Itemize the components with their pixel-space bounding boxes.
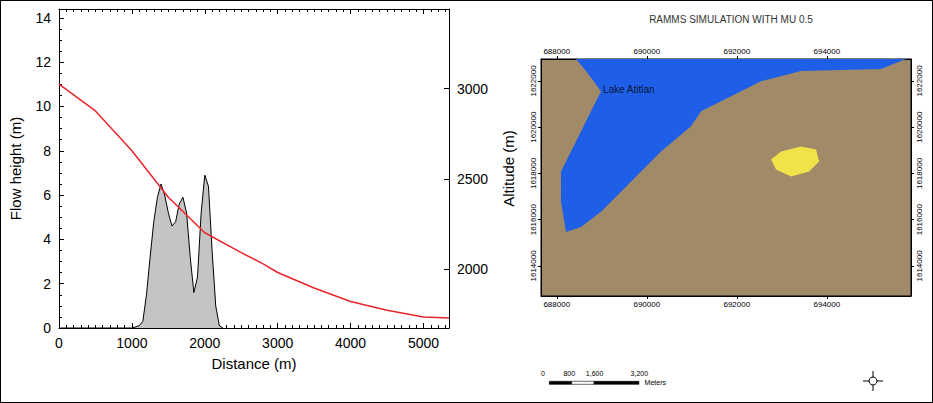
svg-text:Meters: Meters	[645, 379, 667, 386]
svg-text:1618000: 1618000	[529, 157, 538, 189]
svg-text:0: 0	[43, 320, 51, 336]
svg-text:2000: 2000	[189, 335, 220, 351]
svg-text:5000: 5000	[408, 335, 439, 351]
svg-text:692000: 692000	[723, 47, 750, 56]
svg-text:6: 6	[43, 187, 51, 203]
svg-text:0: 0	[55, 335, 63, 351]
svg-text:2500: 2500	[457, 171, 488, 187]
svg-text:Lake Atitlan: Lake Atitlan	[603, 84, 655, 95]
svg-text:4: 4	[43, 231, 51, 247]
svg-text:14: 14	[35, 10, 51, 26]
svg-text:2000: 2000	[457, 261, 488, 277]
svg-text:1622000: 1622000	[529, 65, 538, 97]
svg-text:1614000: 1614000	[529, 250, 538, 282]
svg-text:1614000: 1614000	[915, 250, 924, 282]
svg-text:4000: 4000	[335, 335, 366, 351]
svg-text:3,200: 3,200	[631, 370, 649, 377]
svg-text:688000: 688000	[543, 47, 570, 56]
svg-text:Flow height (m): Flow height (m)	[7, 117, 24, 220]
svg-text:692000: 692000	[723, 300, 750, 309]
svg-text:800: 800	[563, 370, 575, 377]
svg-text:3000: 3000	[262, 335, 293, 351]
svg-text:690000: 690000	[633, 47, 660, 56]
svg-text:1616000: 1616000	[915, 204, 924, 236]
svg-text:688000: 688000	[543, 300, 570, 309]
svg-text:1618000: 1618000	[915, 157, 924, 189]
svg-text:10: 10	[35, 98, 51, 114]
svg-text:1616000: 1616000	[529, 204, 538, 236]
svg-text:694000: 694000	[813, 300, 840, 309]
svg-text:8: 8	[43, 143, 51, 159]
svg-text:0: 0	[541, 370, 545, 377]
svg-text:Altitude (m): Altitude (m)	[500, 130, 517, 207]
svg-text:1620000: 1620000	[915, 111, 924, 143]
svg-text:694000: 694000	[813, 47, 840, 56]
svg-text:2: 2	[43, 276, 51, 292]
svg-text:690000: 690000	[633, 300, 660, 309]
svg-text:1620000: 1620000	[529, 111, 538, 143]
svg-text:3000: 3000	[457, 81, 488, 97]
svg-text:12: 12	[35, 54, 51, 70]
svg-text:1000: 1000	[116, 335, 147, 351]
svg-text:1622000: 1622000	[915, 65, 924, 97]
svg-text:1,600: 1,600	[586, 370, 604, 377]
svg-text:Distance (m): Distance (m)	[211, 355, 296, 372]
svg-text:RAMMS SIMULATION WITH MU 0.5: RAMMS SIMULATION WITH MU 0.5	[649, 14, 813, 25]
